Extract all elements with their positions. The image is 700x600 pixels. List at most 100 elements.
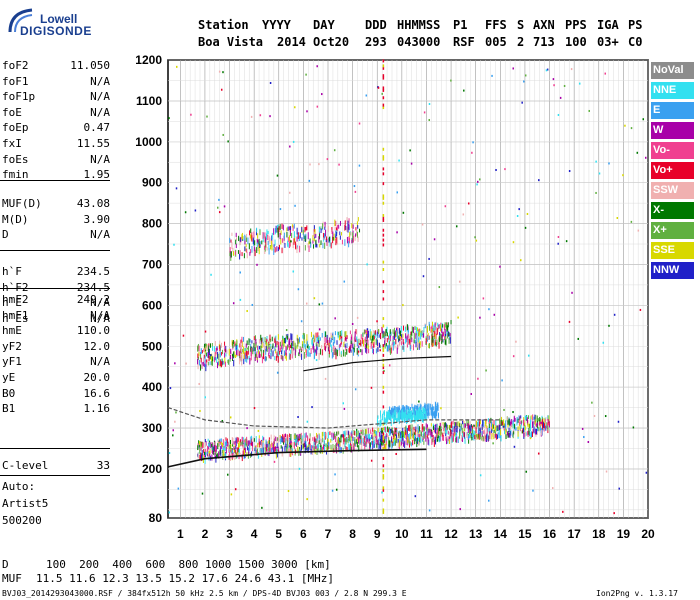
noise-dot xyxy=(570,68,573,71)
noise-dot xyxy=(199,409,201,412)
noise-dot xyxy=(644,156,647,159)
noise-dot xyxy=(479,316,481,319)
param-value: N/A xyxy=(90,90,110,104)
noise-dot xyxy=(428,257,430,260)
param-value: 234.5 xyxy=(76,265,110,278)
param-row-m-d-: M(D) 3.90 xyxy=(2,212,110,227)
noise-dot xyxy=(343,280,346,283)
y-tick-label: 500 xyxy=(142,339,162,353)
noise-dot xyxy=(257,429,260,432)
noise-dot xyxy=(414,495,417,498)
x-tick-label: 5 xyxy=(275,527,282,541)
noise-dot xyxy=(168,117,170,120)
footer-version: Ion2Png v. 1.3.17 xyxy=(596,589,678,598)
noise-dot xyxy=(318,163,320,166)
noise-dot xyxy=(459,508,461,511)
param-name: h`E xyxy=(2,296,22,310)
footer-d-label: D xyxy=(2,558,9,571)
noise-dot xyxy=(172,429,174,432)
noise-dot xyxy=(568,170,571,173)
param-value: N/A xyxy=(90,308,110,322)
noise-dot xyxy=(316,105,319,108)
autoscaler-name: Artist5 xyxy=(2,497,49,510)
param-value: 33 xyxy=(96,459,110,472)
noise-dot xyxy=(175,65,178,68)
noise-dot xyxy=(402,304,404,307)
param-value: 234.5 xyxy=(76,280,110,294)
param-name: hmF2 xyxy=(2,293,29,306)
y-tick-label: 80 xyxy=(149,511,163,525)
param-name: fxI xyxy=(2,137,22,150)
noise-dot xyxy=(230,493,233,496)
param-value: N/A xyxy=(90,228,110,242)
noise-dot xyxy=(168,452,171,455)
noise-dot xyxy=(622,174,624,177)
header-station-value: Boa Vista xyxy=(198,35,264,49)
y-tick-label: 300 xyxy=(142,421,162,435)
param-name: foE xyxy=(2,105,22,119)
noise-dot xyxy=(398,159,400,162)
legend-item-w: W xyxy=(651,122,694,139)
noise-dot xyxy=(396,231,398,234)
legend-item-x-: X+ xyxy=(651,222,694,239)
noise-dot xyxy=(218,211,221,214)
noise-dot xyxy=(595,160,597,163)
noise-dot xyxy=(504,168,506,171)
noise-dot xyxy=(359,343,361,346)
noise-dot xyxy=(562,510,564,513)
noise-dot xyxy=(177,487,180,490)
param-value: 1.16 xyxy=(83,402,111,416)
noise-dot xyxy=(563,84,566,87)
noise-dot xyxy=(421,223,424,226)
noise-dot xyxy=(624,124,626,127)
noise-dot xyxy=(290,440,292,443)
noise-dot xyxy=(222,71,224,74)
param-name: fmin xyxy=(2,168,29,182)
noise-dot xyxy=(587,440,590,443)
header-ddd-label: DDD xyxy=(365,18,387,32)
legend-item-e: E xyxy=(651,102,694,119)
param-row-h-f: h`F 234.5 xyxy=(2,264,110,279)
noise-dot xyxy=(595,191,597,194)
noise-dot xyxy=(458,280,461,283)
logo-digisonde: DIGISONDE xyxy=(20,24,92,38)
noise-dot xyxy=(400,337,403,340)
param-name: h`Es xyxy=(2,311,29,325)
noise-dot xyxy=(326,158,329,161)
noise-dot xyxy=(512,67,514,70)
noise-dot xyxy=(247,347,249,350)
noise-dot xyxy=(477,377,479,380)
noise-dot xyxy=(532,489,534,492)
noise-dot xyxy=(410,162,413,165)
noise-dot xyxy=(518,208,520,211)
header-ffs-value: 005 xyxy=(485,35,507,49)
noise-dot xyxy=(642,118,645,121)
noise-dot xyxy=(376,320,378,323)
noise-dot xyxy=(351,322,354,325)
x-tick-label: 6 xyxy=(300,527,307,541)
noise-dot xyxy=(184,211,187,214)
noise-dot xyxy=(227,140,229,143)
noise-dot xyxy=(334,473,336,476)
noise-dot xyxy=(598,172,601,175)
noise-dot xyxy=(292,140,295,143)
noise-dot xyxy=(617,420,620,423)
noise-dot xyxy=(289,145,291,148)
param-name: h`F2 xyxy=(2,280,29,294)
noise-dot xyxy=(616,216,619,219)
noise-dot xyxy=(523,80,525,83)
noise-dot xyxy=(608,162,610,165)
noise-dot xyxy=(251,303,254,306)
header-hhmmss-value: 043000 xyxy=(397,35,441,49)
param-separator xyxy=(0,288,110,289)
param-name: foF1p xyxy=(2,90,36,104)
param-row-yf1: yF1 N/A xyxy=(2,354,110,369)
param-name: D xyxy=(2,228,9,242)
x-tick-label: 18 xyxy=(592,527,606,541)
profile-curve xyxy=(167,407,501,429)
noise-dot xyxy=(370,386,373,389)
legend-item-nne: NNE xyxy=(651,82,694,99)
noise-dot xyxy=(194,209,197,212)
noise-dot xyxy=(218,70,221,73)
noise-dot xyxy=(577,337,579,340)
